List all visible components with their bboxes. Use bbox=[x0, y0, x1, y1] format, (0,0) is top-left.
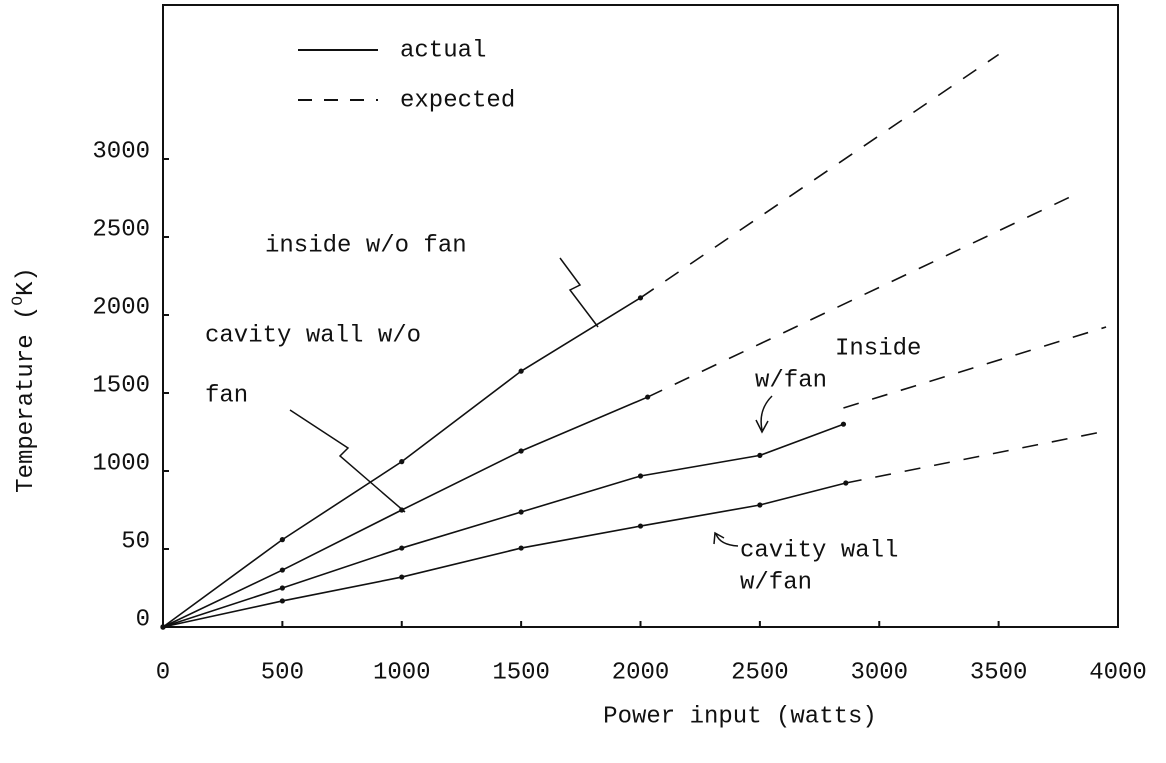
y-tick-label: 3000 bbox=[92, 138, 150, 165]
actual-line bbox=[162, 396, 648, 628]
x-tick-label: 4000 bbox=[1089, 659, 1147, 686]
annotation: inside w/o fan bbox=[265, 232, 467, 259]
data-point bbox=[518, 368, 524, 374]
y-label-sup: O bbox=[9, 296, 27, 306]
annotation: w/fan bbox=[755, 367, 827, 394]
annotation: w/fan bbox=[740, 569, 812, 596]
y-axis-label: Temperature (OK) bbox=[9, 267, 40, 493]
x-axis-label: Power input (watts) bbox=[603, 703, 877, 730]
x-tick-label: 2500 bbox=[731, 659, 789, 686]
y-tick-label: 0 bbox=[136, 606, 150, 633]
data-point bbox=[399, 507, 405, 513]
data-point bbox=[518, 448, 524, 454]
data-point bbox=[279, 598, 285, 604]
legend-label: expected bbox=[400, 87, 515, 114]
x-tick-label: 1000 bbox=[373, 659, 431, 686]
annotation: fan bbox=[205, 382, 248, 409]
annotation: cavity wall bbox=[740, 537, 898, 564]
annotation: Inside bbox=[835, 335, 921, 362]
y-tick-label: 1000 bbox=[92, 450, 150, 477]
legend-label: actual bbox=[400, 37, 486, 64]
x-tick-label: 500 bbox=[261, 659, 304, 686]
data-point bbox=[757, 452, 763, 458]
actual-line bbox=[162, 423, 844, 628]
annotation-arrow bbox=[713, 531, 739, 547]
data-point bbox=[518, 545, 524, 551]
y-tick-label: 2500 bbox=[92, 216, 150, 243]
annotation: cavity wall w/o bbox=[205, 322, 421, 349]
data-point bbox=[279, 567, 285, 573]
expected-line bbox=[640, 53, 1000, 299]
x-tick-label: 2000 bbox=[612, 659, 670, 686]
data-point bbox=[637, 523, 644, 529]
data-point bbox=[757, 502, 763, 508]
data-point bbox=[518, 509, 524, 515]
annotation-arrow bbox=[755, 395, 773, 434]
annotation-arrow bbox=[559, 257, 599, 328]
data-point bbox=[840, 421, 847, 427]
data-point bbox=[160, 624, 166, 630]
x-tick-label: 0 bbox=[156, 659, 170, 686]
plot-frame bbox=[162, 4, 1119, 628]
data-point bbox=[399, 574, 405, 580]
y-tick-label: 2000 bbox=[92, 294, 150, 321]
data-point bbox=[399, 459, 405, 465]
y-tick-label: 1500 bbox=[92, 372, 150, 399]
expected-line bbox=[843, 326, 1107, 409]
expected-line bbox=[647, 196, 1071, 398]
x-tick-label: 3500 bbox=[970, 659, 1028, 686]
annotation-arrow bbox=[289, 409, 406, 513]
y-label-end: K) bbox=[13, 267, 40, 296]
expected-line bbox=[845, 430, 1107, 484]
y-tick-label: 50 bbox=[121, 528, 150, 555]
data-point bbox=[637, 473, 644, 479]
x-tick-label: 1500 bbox=[492, 659, 550, 686]
x-tick-label: 3000 bbox=[850, 659, 908, 686]
data-point bbox=[279, 537, 285, 543]
y-label-main: Temperature ( bbox=[13, 306, 40, 493]
data-point bbox=[399, 545, 405, 551]
data-point bbox=[279, 585, 285, 591]
